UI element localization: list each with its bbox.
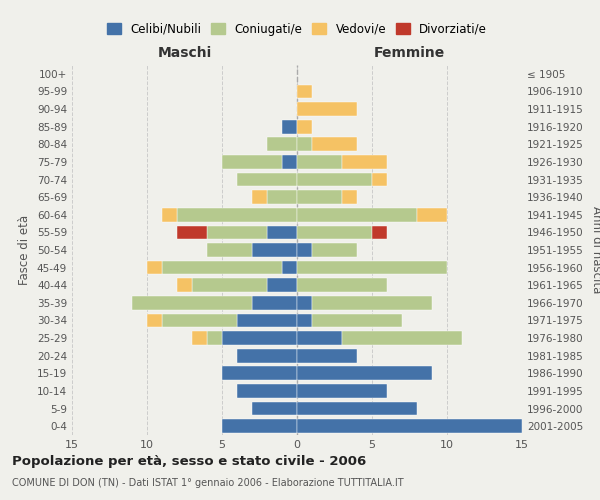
Text: Maschi: Maschi xyxy=(157,46,212,60)
Bar xyxy=(297,208,417,222)
Bar xyxy=(372,172,387,186)
Bar xyxy=(267,138,297,151)
Text: Femmine: Femmine xyxy=(374,46,445,60)
Bar xyxy=(312,314,402,328)
Bar xyxy=(147,314,162,328)
Bar xyxy=(177,208,297,222)
Bar xyxy=(132,296,252,310)
Bar xyxy=(312,138,357,151)
Bar xyxy=(297,190,342,204)
Bar xyxy=(252,296,297,310)
Bar xyxy=(252,243,297,257)
Bar xyxy=(222,155,282,169)
Bar xyxy=(297,366,432,380)
Bar xyxy=(267,226,297,239)
Bar xyxy=(207,243,252,257)
Legend: Celibi/Nubili, Coniugati/e, Vedovi/e, Divorziati/e: Celibi/Nubili, Coniugati/e, Vedovi/e, Di… xyxy=(103,19,491,39)
Bar xyxy=(267,278,297,292)
Bar xyxy=(342,331,462,345)
Bar xyxy=(282,155,297,169)
Bar xyxy=(192,331,207,345)
Text: Popolazione per età, sesso e stato civile - 2006: Popolazione per età, sesso e stato civil… xyxy=(12,455,366,468)
Bar xyxy=(162,260,282,274)
Y-axis label: Fasce di età: Fasce di età xyxy=(19,215,31,285)
Bar xyxy=(297,349,357,362)
Bar xyxy=(297,120,312,134)
Bar xyxy=(297,226,372,239)
Bar xyxy=(267,190,297,204)
Bar xyxy=(372,226,387,239)
Bar xyxy=(252,402,297,415)
Bar xyxy=(312,296,432,310)
Bar xyxy=(417,208,447,222)
Text: COMUNE DI DON (TN) - Dati ISTAT 1° gennaio 2006 - Elaborazione TUTTITALIA.IT: COMUNE DI DON (TN) - Dati ISTAT 1° genna… xyxy=(12,478,404,488)
Bar xyxy=(222,366,297,380)
Bar xyxy=(147,260,162,274)
Bar xyxy=(282,260,297,274)
Bar xyxy=(207,226,267,239)
Bar xyxy=(297,84,312,98)
Bar xyxy=(297,172,372,186)
Bar xyxy=(237,314,297,328)
Bar xyxy=(222,331,297,345)
Bar xyxy=(312,243,357,257)
Bar xyxy=(297,278,387,292)
Bar xyxy=(222,420,297,433)
Bar xyxy=(297,420,522,433)
Bar xyxy=(297,331,342,345)
Bar xyxy=(342,155,387,169)
Bar xyxy=(297,138,312,151)
Bar xyxy=(297,384,387,398)
Bar xyxy=(297,102,357,116)
Bar xyxy=(297,402,417,415)
Bar xyxy=(297,296,312,310)
Bar xyxy=(162,314,237,328)
Bar xyxy=(207,331,222,345)
Y-axis label: Anni di nascita: Anni di nascita xyxy=(590,206,600,294)
Bar xyxy=(177,278,192,292)
Bar xyxy=(297,155,342,169)
Bar xyxy=(282,120,297,134)
Bar xyxy=(237,172,297,186)
Bar xyxy=(237,384,297,398)
Bar xyxy=(192,278,267,292)
Bar xyxy=(237,349,297,362)
Bar xyxy=(177,226,207,239)
Bar xyxy=(297,260,447,274)
Bar xyxy=(297,243,312,257)
Bar xyxy=(342,190,357,204)
Bar xyxy=(297,314,312,328)
Bar xyxy=(162,208,177,222)
Bar xyxy=(252,190,267,204)
